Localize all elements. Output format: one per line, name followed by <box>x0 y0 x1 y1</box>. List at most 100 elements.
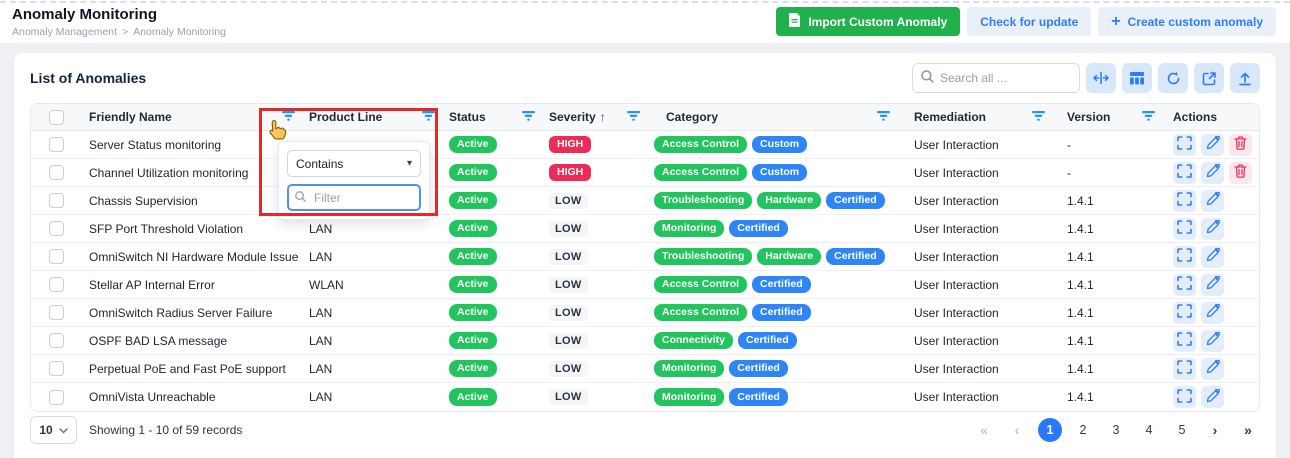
plus-icon: + <box>1111 12 1121 30</box>
edit-row-button[interactable] <box>1201 245 1224 268</box>
first-page-button[interactable]: « <box>972 418 996 442</box>
page-button[interactable]: 4 <box>1137 418 1161 442</box>
pencil-icon <box>1206 247 1220 265</box>
manage-columns-button[interactable] <box>1122 63 1152 93</box>
pencil-icon <box>1206 303 1220 321</box>
cell-version: - <box>1051 131 1161 159</box>
edit-row-button[interactable] <box>1201 301 1224 324</box>
category-badge: Troubleshooting <box>654 247 753 266</box>
cell-version: 1.4.1 <box>1051 327 1161 355</box>
column-header-category: Category <box>646 104 896 131</box>
records-summary: Showing 1 - 10 of 59 records <box>89 422 243 437</box>
expand-row-button[interactable] <box>1173 357 1196 380</box>
pencil-icon <box>1206 219 1220 237</box>
row-checkbox[interactable] <box>48 305 64 321</box>
expand-row-button[interactable] <box>1173 133 1196 156</box>
filter-text-input[interactable] <box>314 190 414 205</box>
expand-row-button[interactable] <box>1173 161 1196 184</box>
search-icon <box>295 190 306 205</box>
edit-row-button[interactable] <box>1201 357 1224 380</box>
cell-status: Active <box>441 187 541 215</box>
upload-button[interactable] <box>1230 63 1260 93</box>
pencil-icon <box>1206 331 1220 349</box>
expand-row-button[interactable] <box>1173 301 1196 324</box>
category-badge: Certified <box>752 275 811 294</box>
expand-icon <box>1177 304 1192 321</box>
filter-input-wrap <box>287 184 421 211</box>
edit-row-button[interactable] <box>1201 161 1224 184</box>
cell-severity: LOW <box>541 355 646 383</box>
select-all-checkbox[interactable] <box>48 109 64 125</box>
edit-row-button[interactable] <box>1201 273 1224 296</box>
status-filter-icon[interactable] <box>522 110 535 124</box>
page-button[interactable]: 3 <box>1104 418 1128 442</box>
search-input[interactable] <box>940 71 1060 85</box>
expand-row-button[interactable] <box>1173 273 1196 296</box>
import-custom-anomaly-button[interactable]: Import Custom Anomaly <box>776 7 961 36</box>
delete-row-button[interactable] <box>1229 161 1252 184</box>
expand-row-button[interactable] <box>1173 217 1196 240</box>
cell-category: Connectivity Certified <box>646 327 896 355</box>
row-checkbox[interactable] <box>48 389 64 405</box>
pencil-icon <box>1206 388 1220 406</box>
status-badge: Active <box>449 275 497 294</box>
create-custom-anomaly-button[interactable]: + Create custom anomaly <box>1098 7 1276 36</box>
breadcrumb: Anomaly Management > Anomaly Monitoring <box>12 26 226 38</box>
product-line-filter-icon[interactable] <box>422 110 435 124</box>
expand-icon <box>1177 248 1192 265</box>
row-checkbox[interactable] <box>48 277 64 293</box>
caret-down-icon: ▾ <box>406 158 412 169</box>
trash-icon <box>1234 164 1247 181</box>
expand-row-button[interactable] <box>1173 386 1196 408</box>
prev-page-button[interactable]: ‹ <box>1005 418 1029 442</box>
row-checkbox[interactable] <box>48 249 64 265</box>
chevron-down-icon <box>58 423 68 437</box>
breadcrumb-parent[interactable]: Anomaly Management <box>12 25 118 38</box>
friendly-name-filter-icon[interactable] <box>282 110 295 124</box>
row-checkbox[interactable] <box>48 193 64 209</box>
row-checkbox[interactable] <box>48 333 64 349</box>
page-button[interactable]: 1 <box>1038 417 1062 442</box>
edit-row-button[interactable] <box>1201 386 1224 408</box>
last-page-button[interactable]: » <box>1236 418 1260 442</box>
next-page-button[interactable]: › <box>1203 418 1227 442</box>
page-button[interactable]: 2 <box>1071 418 1095 442</box>
severity-filter-icon[interactable] <box>627 110 640 124</box>
edit-row-button[interactable] <box>1201 217 1224 240</box>
cell-product-line: LAN <box>301 355 441 383</box>
row-checkbox[interactable] <box>48 361 64 377</box>
category-badge: Certified <box>729 359 788 378</box>
page-button[interactable]: 5 <box>1170 418 1194 442</box>
page-size-select[interactable]: 10 <box>30 415 77 444</box>
edit-row-button[interactable] <box>1201 133 1224 156</box>
column-header-severity[interactable]: Severity ↑ <box>541 104 646 131</box>
cell-product-line: LAN <box>301 327 441 355</box>
cell-actions <box>1161 299 1259 327</box>
expand-row-button[interactable] <box>1173 329 1196 352</box>
sort-ascending-icon: ↑ <box>599 110 606 124</box>
version-filter-icon[interactable] <box>1142 110 1155 124</box>
row-checkbox[interactable] <box>48 165 64 181</box>
row-checkbox[interactable] <box>48 137 64 153</box>
expand-row-button[interactable] <box>1173 245 1196 268</box>
check-for-update-button[interactable]: Check for update <box>967 7 1092 36</box>
cell-actions <box>1161 271 1259 299</box>
delete-row-button[interactable] <box>1229 133 1252 156</box>
filter-operator-select[interactable]: Contains ▾ <box>287 150 421 177</box>
cell-remediation: User Interaction <box>896 215 1051 243</box>
cell-version: 1.4.1 <box>1051 243 1161 271</box>
cell-version: 1.4.1 <box>1051 187 1161 215</box>
expand-row-button[interactable] <box>1173 189 1196 212</box>
resize-columns-button[interactable] <box>1086 63 1116 93</box>
category-badge: Access Control <box>654 303 748 322</box>
remediation-filter-icon[interactable] <box>1032 110 1045 124</box>
refresh-button[interactable] <box>1158 63 1188 93</box>
edit-row-button[interactable] <box>1201 189 1224 212</box>
row-checkbox[interactable] <box>48 221 64 237</box>
category-badge: Certified <box>826 191 885 210</box>
cell-status: Active <box>441 271 541 299</box>
edit-row-button[interactable] <box>1201 329 1224 352</box>
export-button[interactable] <box>1194 63 1224 93</box>
category-filter-icon[interactable] <box>877 110 890 124</box>
